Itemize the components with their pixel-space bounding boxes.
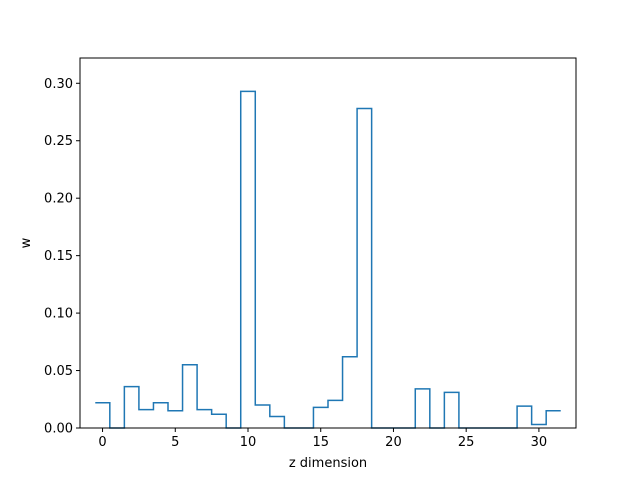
x-tick-label: 20 bbox=[385, 435, 402, 450]
bin-11 bbox=[255, 405, 270, 428]
y-tick-label: 0.30 bbox=[44, 77, 73, 92]
bin-12 bbox=[270, 417, 285, 428]
bin-15 bbox=[313, 407, 328, 428]
x-axis-label: z dimension bbox=[289, 456, 367, 471]
bin-4 bbox=[153, 403, 168, 428]
x-tick-label: 25 bbox=[458, 435, 475, 450]
bin-30 bbox=[532, 425, 547, 428]
bin-17 bbox=[343, 357, 358, 428]
y-tick-label: 0.10 bbox=[44, 307, 73, 322]
x-tick-label: 15 bbox=[312, 435, 329, 450]
y-axis-label: w bbox=[19, 237, 34, 248]
bin-31 bbox=[546, 411, 561, 428]
x-tick-label: 10 bbox=[240, 435, 257, 450]
bin-24 bbox=[444, 392, 459, 428]
y-tick-label: 0.20 bbox=[44, 192, 73, 207]
bin-6 bbox=[183, 365, 198, 428]
y-tick-label: 0.15 bbox=[44, 249, 73, 264]
plot-frame bbox=[79, 57, 577, 429]
x-tick-label: 5 bbox=[171, 435, 179, 450]
x-tick-label: 0 bbox=[98, 435, 106, 450]
x-tick-label: 30 bbox=[531, 435, 548, 450]
bin-8 bbox=[212, 414, 227, 428]
y-tick-label: 0.05 bbox=[44, 364, 73, 379]
y-tick-label: 0.00 bbox=[44, 422, 73, 437]
bin-0 bbox=[95, 403, 110, 428]
x-axis-ticks: 0 5 10 15 20 25 30 bbox=[98, 428, 547, 450]
bin-29 bbox=[517, 406, 532, 428]
y-axis-ticks: 0.00 0.05 0.10 0.15 0.20 0.25 0.30 bbox=[44, 77, 80, 437]
bin-5 bbox=[168, 411, 183, 428]
bin-2 bbox=[124, 387, 139, 428]
bin-16 bbox=[328, 400, 343, 428]
plot-area bbox=[80, 58, 576, 428]
bin-3 bbox=[139, 410, 154, 428]
y-tick-label: 0.25 bbox=[44, 134, 73, 149]
bin-10 bbox=[241, 91, 256, 428]
bin-22 bbox=[415, 389, 430, 428]
bin-7 bbox=[197, 410, 212, 428]
bin-18 bbox=[357, 109, 372, 428]
